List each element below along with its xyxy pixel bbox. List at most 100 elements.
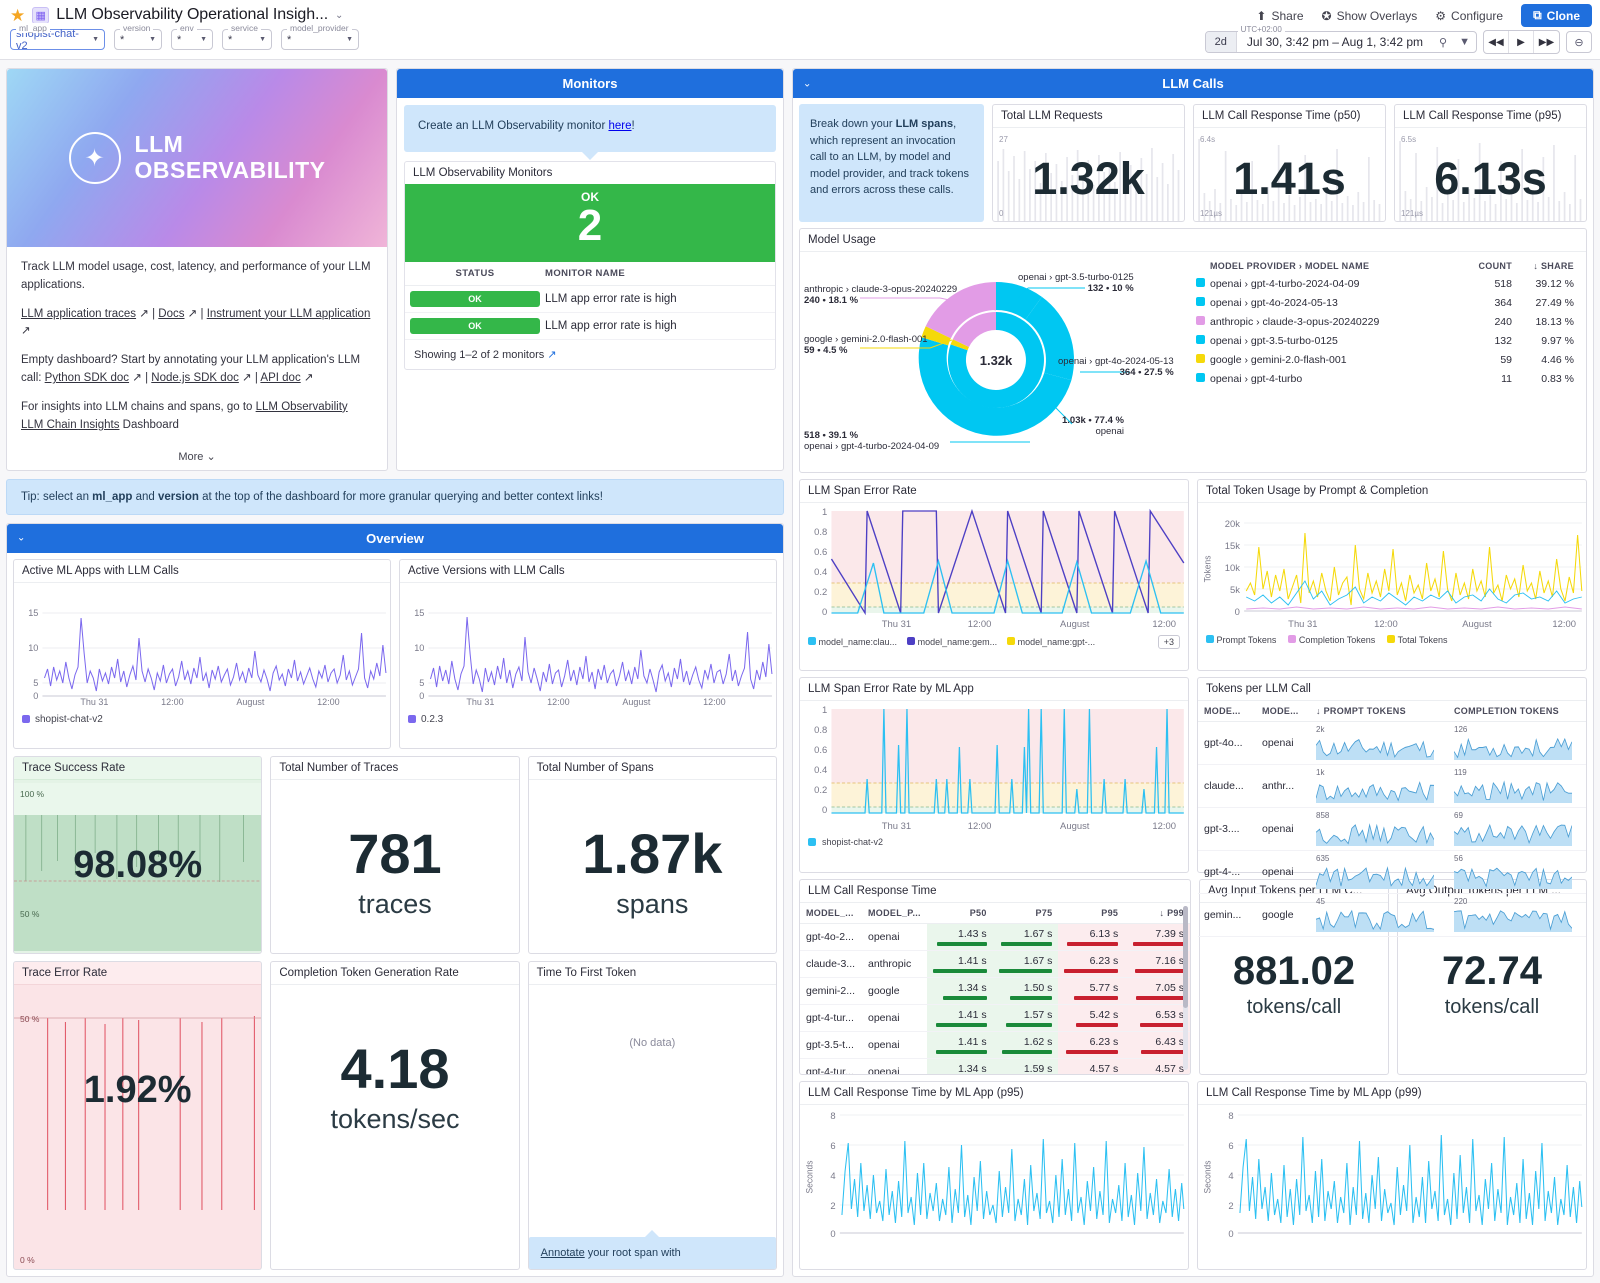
step-back-button[interactable]: ◀◀ [1484,31,1509,53]
table-row[interactable]: gemin... google 45 220 [1198,893,1586,937]
legend-model-name: openai › gpt-4-turbo-2024-04-09 [1210,277,1360,290]
table-row[interactable]: gpt-4-tur... openai 1.41 s 1.57 s 5.42 s 6.53… [800,1004,1190,1032]
filter-ml-app[interactable]: ml_app shopist-chat-v2 ▼ [10,23,105,52]
table-row[interactable]: anthropic › claude-3-opus-20240229 240 18.… [1194,312,1576,331]
legend-item[interactable]: model_name:clau... [808,637,897,647]
link-nodejs-sdk-doc[interactable]: Node.js SDK doc [151,372,239,385]
table-row[interactable]: OK LLM app error rate is high [405,313,775,340]
widget-title: LLM Call Response Time [800,880,1190,903]
legend-model-name: openai › gpt-3.5-turbo-0125 [1210,334,1338,347]
percentile-bad-cell: 5.42 s [1058,1004,1125,1032]
table-row[interactable]: gpt-4-tur... openai 1.34 s 1.59 s 4.57 s 4.57… [800,1058,1190,1074]
table-row[interactable]: claude... anthr... 1k 119 [1198,764,1586,808]
show-overlays-button[interactable]: ✪ Show Overlays [1322,9,1418,23]
col-model-provider-name[interactable]: MODEL PROVIDER › MODEL NAME [1210,261,1370,271]
legend-count: 518 [1494,277,1512,290]
table-row[interactable]: OK LLM app error rate is high [405,286,775,313]
play-button[interactable]: ▶ [1509,31,1534,53]
intro-more-button[interactable]: More ⌄ [178,450,216,463]
share-button[interactable]: ⬆ Share [1256,9,1303,23]
legend-label: Total Tokens [1397,635,1448,645]
collapse-chevron-icon[interactable]: ⌄ [803,78,812,89]
filter-service[interactable]: service * ▼ [222,23,272,50]
x-tick: 12:00 [161,696,184,707]
table-row[interactable]: openai › gpt-4-turbo 11 0.83 % [1194,369,1576,388]
step-forward-button[interactable]: ▶▶ [1538,36,1555,48]
table-row[interactable]: openai › gpt-4-turbo-2024-04-09 518 39.12 … [1194,274,1576,293]
col-prompt-tokens[interactable]: ↓ PROMPT TOKENS [1310,701,1448,722]
svg-text:0.2: 0.2 [814,785,827,795]
col-p99[interactable]: ↓ P99 [1124,903,1190,924]
table-header-row: MODEL_... MODEL_P... P50 P75 P95 ↓ P99 [800,903,1190,924]
collapse-chevron-icon[interactable]: ⌄ [17,532,26,544]
col-model[interactable]: MODE... [1198,701,1256,722]
legend-item[interactable]: Prompt Tokens [1206,635,1276,645]
banner-text: LLM OBSERVABILITY [135,131,326,184]
percentile-good-cell: 1.62 s [992,1031,1059,1059]
table-row[interactable]: gemini-2... google 1.34 s 1.50 s 5.77 s 7.05 … [800,977,1190,1005]
external-link-icon[interactable]: ↗ [547,349,557,361]
table-row[interactable]: openai › gpt-4o-2024-05-13 364 27.49 % [1194,293,1576,312]
filter-env[interactable]: env * ▼ [171,23,213,50]
chevron-down-icon[interactable]: ▼ [1459,36,1470,48]
link-llm-application-traces[interactable]: LLM application traces [21,307,137,320]
widget-time-to-first-token: Time To First Token (No data) Annotate y… [527,960,777,1270]
link-api-doc[interactable]: API doc [260,372,301,385]
legend-item[interactable]: Completion Tokens [1288,635,1375,645]
tip-prefix: Tip: select an [21,490,93,503]
table-row[interactable]: google › gemini-2.0-flash-001 59 4.46 % [1194,350,1576,369]
col-share[interactable]: ↓ SHARE [1514,258,1576,274]
filter-model-provider[interactable]: model_provider * ▼ [281,23,359,50]
overview-group-header[interactable]: ⌄ Overview [7,523,783,553]
table-row[interactable]: gpt-4o-2... openai 1.43 s 1.67 s 6.13 s 7.39 … [800,923,1190,951]
widget-llm-span-error-rate: LLM Span Error Rate 1 0.8 0.6 0.4 0.2 0 [799,479,1189,671]
link-python-sdk-doc[interactable]: Python SDK doc [44,372,130,385]
title-chevron-down-icon[interactable]: ⌄ [335,9,344,21]
prompt-tokens-cell: 635 [1310,850,1448,894]
legend-item[interactable]: model_name:gpt-... [1007,637,1095,647]
x-tick: 12:00 [547,696,570,707]
col-model[interactable]: MODEL_... [800,903,862,924]
line-chart: 15 10 5 0 [28,608,387,700]
right-column: ⌄ LLM Calls Break down your LLM spans, w… [792,68,1594,1277]
col-p75[interactable]: P75 [992,903,1059,924]
filter-version[interactable]: version * ▼ [114,23,162,50]
spark-peak-label: 1k [1316,768,1325,777]
time-range-selector[interactable]: UTC+02:00 2d Jul 30, 3:42 pm – Aug 1, 3:… [1204,25,1477,53]
link-llm-chain-insights[interactable]: LLM Observability LLM Chain Insights [21,400,348,431]
llm-observability-banner: ✦ LLM OBSERVABILITY [7,69,387,247]
clone-button[interactable]: ⧉ Clone [1521,4,1592,27]
legend-more-badge[interactable]: +3 [1157,635,1180,649]
monitors-group-header[interactable]: Monitors [397,69,783,98]
annotate-link[interactable]: Annotate [540,1247,585,1259]
create-monitor-link[interactable]: here [608,120,632,132]
table-row[interactable]: gpt-3.5-t... openai 1.41 s 1.62 s 6.23 s 6.43… [800,1031,1190,1059]
col-completion-tokens[interactable]: COMPLETION TOKENS [1448,701,1586,722]
col-provider[interactable]: MODE... [1256,701,1310,722]
table-scrollbar[interactable] [1183,906,1188,1070]
col-p95[interactable]: P95 [1058,903,1125,924]
table-row[interactable]: gpt-4o... openai 2k 126 [1198,721,1586,765]
col-count[interactable]: COUNT [1478,261,1512,271]
pin-icon[interactable]: ⚲ [1439,36,1448,49]
metric-suffix: % [168,843,203,886]
table-row[interactable]: gpt-3.... openai 858 69 [1198,807,1586,851]
col-p50[interactable]: P50 [926,903,993,924]
legend-item[interactable]: Total Tokens [1387,635,1448,645]
zoom-out-button[interactable]: ⊖ [1566,31,1592,53]
donut-callout-gpt35: openai › gpt-3.5-turbo-0125 132 • 10 % [1018,272,1134,294]
table-row[interactable]: claude-3... anthropic 1.41 s 1.67 s 6.23 s 7.… [800,950,1190,978]
configure-button[interactable]: ⚙ Configure [1435,9,1503,23]
legend-swatch [1194,274,1208,293]
favorite-star-icon[interactable]: ★ [10,5,26,25]
link-instrument-your-llm-application[interactable]: Instrument your LLM application [206,307,371,320]
table-row[interactable]: openai › gpt-3.5-turbo-0125 132 9.97 % [1194,331,1576,350]
monitors-footer[interactable]: Showing 1–2 of 2 monitors ↗ [405,340,775,369]
time-preset-badge[interactable]: 2d [1205,32,1237,52]
legend-item[interactable]: model_name:gem... [907,637,997,647]
svg-text:Seconds: Seconds [804,1160,814,1194]
table-row[interactable]: gpt-4-... openai 635 56 [1198,850,1586,894]
llm-calls-group-header[interactable]: ⌄ LLM Calls [793,69,1593,98]
link-docs[interactable]: Docs [158,307,185,320]
col-provider[interactable]: MODEL_P... [862,903,927,924]
